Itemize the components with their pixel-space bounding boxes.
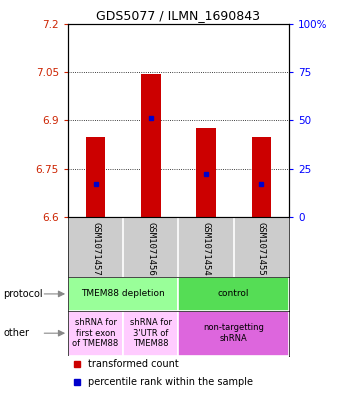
Text: protocol: protocol	[3, 289, 43, 299]
Bar	[252, 137, 271, 217]
Text: non-targetting
shRNA: non-targetting shRNA	[203, 323, 264, 343]
Text: GSM1071456: GSM1071456	[147, 222, 155, 275]
Bar	[86, 137, 105, 217]
Bar	[68, 277, 178, 310]
Text: percentile rank within the sample: percentile rank within the sample	[88, 377, 253, 387]
Bar	[141, 75, 160, 217]
Bar	[123, 310, 178, 356]
Text: TMEM88 depletion: TMEM88 depletion	[81, 289, 165, 298]
Text: GSM1071454: GSM1071454	[202, 222, 210, 275]
Bar	[178, 310, 289, 356]
Text: shRNA for
first exon
of TMEM88: shRNA for first exon of TMEM88	[72, 318, 119, 348]
Text: GSM1071457: GSM1071457	[91, 222, 100, 275]
Bar	[197, 128, 216, 217]
Bar	[178, 277, 289, 310]
Text: control: control	[218, 289, 250, 298]
Bar	[68, 310, 123, 356]
Text: shRNA for
3'UTR of
TMEM88: shRNA for 3'UTR of TMEM88	[130, 318, 172, 348]
Text: transformed count: transformed count	[88, 359, 178, 369]
Title: GDS5077 / ILMN_1690843: GDS5077 / ILMN_1690843	[97, 9, 260, 22]
Text: GSM1071455: GSM1071455	[257, 222, 266, 275]
Text: other: other	[3, 328, 29, 338]
